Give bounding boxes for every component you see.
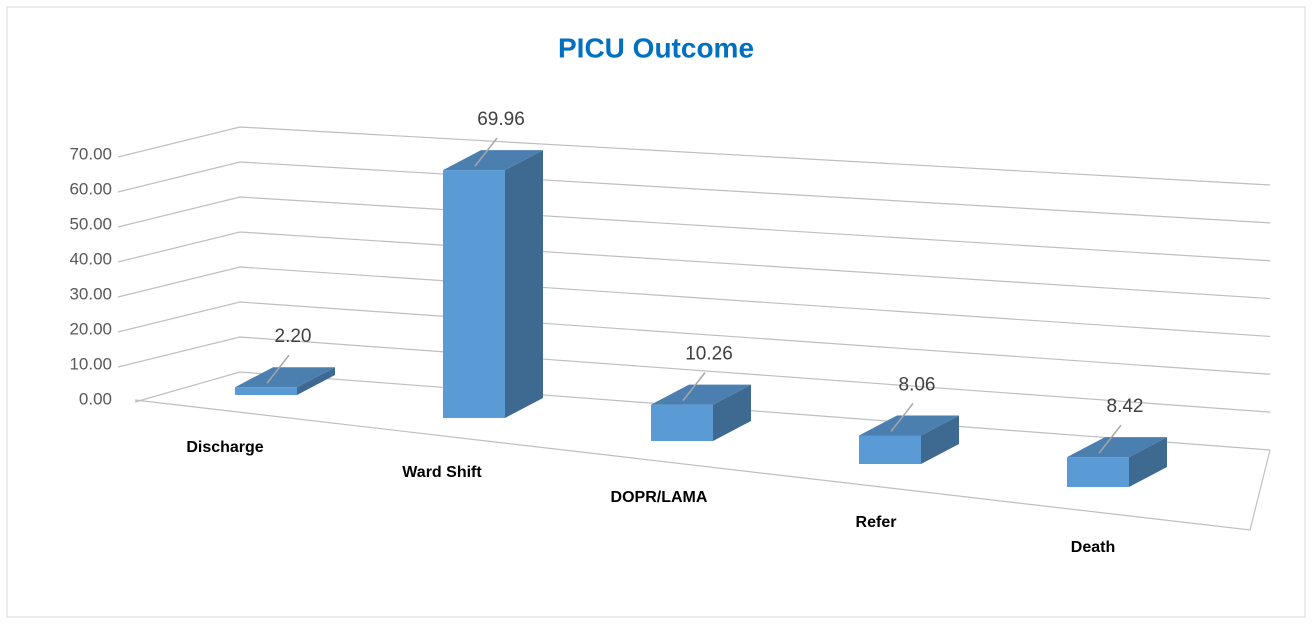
- bar-top: [235, 367, 335, 388]
- y-tick-label: 60.00: [69, 179, 112, 198]
- grid-line: [117, 196, 1271, 262]
- x-tick-label: Refer: [856, 514, 897, 531]
- grid-line: [117, 336, 1271, 413]
- x-tick-label: Discharge: [186, 439, 263, 456]
- leader-line: [266, 354, 290, 384]
- value-label: 10.26: [685, 344, 733, 365]
- y-tick-label: 20.00: [69, 319, 112, 338]
- x-tick-label: Death: [1071, 539, 1115, 556]
- bar-front: [859, 435, 921, 464]
- value-label: 69.96: [477, 109, 525, 130]
- y-tick-label: 50.00: [69, 214, 112, 233]
- bar-front: [651, 404, 713, 441]
- x-tick-label: DOPR/LAMA: [611, 489, 708, 506]
- bar-top: [443, 150, 543, 171]
- bar-top: [1067, 437, 1167, 458]
- y-tick-label: 0.00: [79, 389, 112, 408]
- grid-line: [117, 126, 1271, 186]
- leader-line: [682, 372, 706, 402]
- floor-edge: [134, 399, 1271, 531]
- bar-side: [297, 367, 335, 395]
- bar-side: [713, 384, 751, 441]
- value-label: 2.20: [275, 326, 312, 347]
- y-tick-label: 70.00: [69, 144, 112, 163]
- x-tick-label: Ward Shift: [402, 464, 482, 481]
- bar-front: [1067, 457, 1129, 487]
- grid-line: [117, 231, 1271, 300]
- bar-front: [443, 170, 505, 418]
- bar-top: [859, 415, 959, 436]
- y-tick-label: 10.00: [69, 354, 112, 373]
- leader-line: [890, 402, 914, 432]
- value-label: 8.06: [899, 374, 936, 395]
- grid-line: [117, 266, 1271, 338]
- y-tick-label: 40.00: [69, 249, 112, 268]
- bar-side: [921, 415, 959, 464]
- grid-line: [117, 161, 1271, 224]
- chart-title: PICU Outcome: [558, 32, 754, 63]
- bar-side: [1129, 437, 1167, 487]
- leader-line: [474, 137, 498, 167]
- bar-side: [505, 150, 543, 418]
- grid-line: [117, 301, 1271, 375]
- value-label: 8.42: [1107, 396, 1144, 417]
- leader-line: [1098, 424, 1122, 454]
- bar-front: [235, 387, 297, 395]
- bar-top: [651, 384, 751, 405]
- y-tick-label: 30.00: [69, 284, 112, 303]
- chart-border: [6, 6, 1306, 618]
